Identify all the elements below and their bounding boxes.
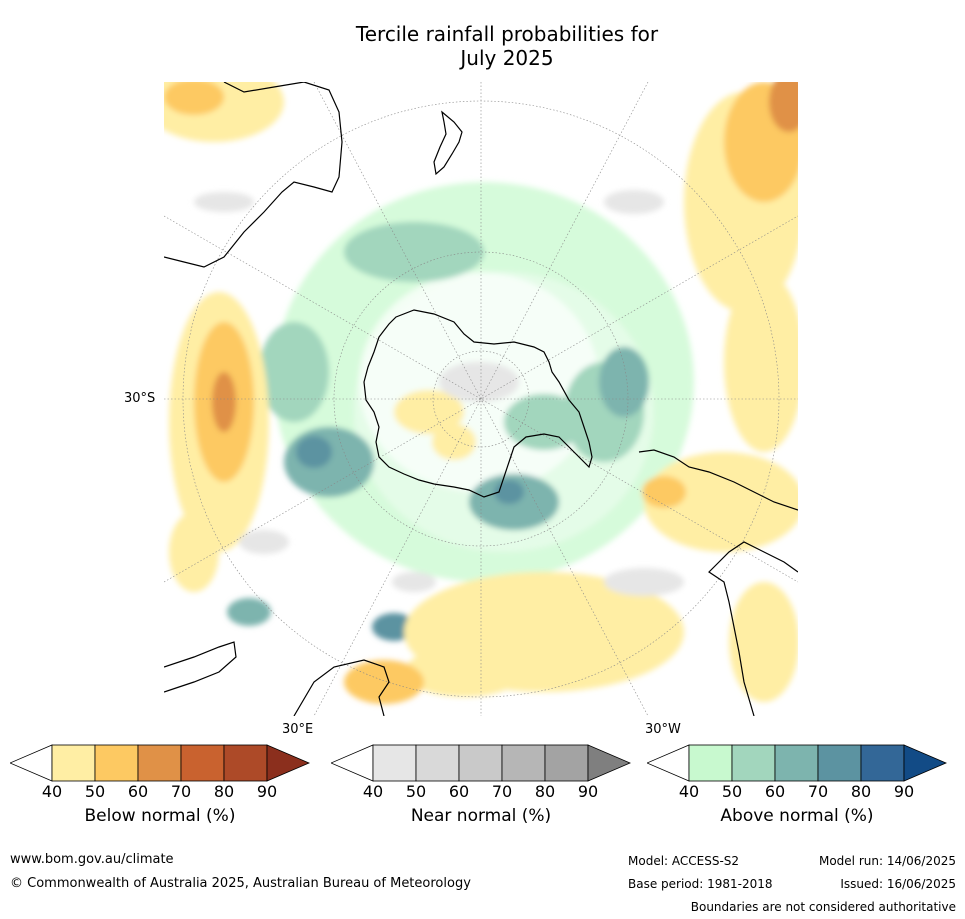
above-cb-right-extend [903, 744, 947, 782]
near-cb-cell [458, 744, 503, 782]
lon-label-30w: 30°W [645, 722, 681, 737]
near-cb-cell [501, 744, 546, 782]
above-cb-cell [688, 744, 733, 782]
above-tick-label: 60 [764, 782, 786, 801]
probability-field [164, 82, 798, 704]
below-tick-label: 50 [84, 782, 106, 801]
below-cb-right-extend [266, 744, 310, 782]
below-cb-cell [180, 744, 225, 782]
lat-label-30s: 30°S [124, 391, 156, 406]
lon-label-30e: 30°E [282, 722, 314, 737]
colorbar-above-svg [647, 744, 947, 782]
colorbar-above-normal [647, 744, 947, 782]
colorbar-above-title: Above normal (%) [720, 806, 874, 826]
coastlines [164, 82, 798, 716]
colorbar-below-normal [10, 744, 310, 782]
footer-website: www.bom.gov.au/climate [10, 852, 174, 867]
near-cb-cell [415, 744, 460, 782]
below-cb-cell [223, 744, 268, 782]
below-tick-label: 80 [213, 782, 235, 801]
footer-model: Model: ACCESS-S2 [628, 854, 740, 868]
colorbar-below-svg [10, 744, 310, 782]
near-tick-label: 40 [362, 782, 384, 801]
footer-base-period: Base period: 1981-2018 [628, 877, 773, 891]
map-title-line2: July 2025 [460, 46, 554, 70]
near-cb-left-extend [331, 744, 374, 782]
antarctica-coast [363, 309, 593, 498]
near-cb-cell [544, 744, 589, 782]
near-cb-right-extend [587, 744, 631, 782]
above-cb-cell [860, 744, 905, 782]
new-zealand-coast [433, 110, 463, 176]
near-tick-label: 60 [448, 782, 470, 801]
footer-copyright: © Commonwealth of Australia 2025, Austra… [10, 876, 471, 891]
near-tick-label: 50 [405, 782, 427, 801]
near-tick-label: 80 [534, 782, 556, 801]
colorbar-near-normal [331, 744, 631, 782]
near-cb-cell [372, 744, 417, 782]
near-tick-label: 70 [491, 782, 513, 801]
near-tick-label: 90 [577, 782, 599, 801]
below-cb-cell [51, 744, 96, 782]
below-cb-left-extend [10, 744, 53, 782]
above-cb-cell [774, 744, 819, 782]
below-tick-label: 70 [170, 782, 192, 801]
below-tick-label: 90 [256, 782, 278, 801]
above-tick-label: 50 [721, 782, 743, 801]
colorbar-below-title: Below normal (%) [84, 806, 236, 826]
south-america-coast [638, 449, 798, 716]
australia-coast [164, 82, 343, 268]
below-tick-label: 40 [41, 782, 63, 801]
map-title-line1: Tercile rainfall probabilities for [355, 22, 659, 46]
tercile-map [164, 82, 798, 716]
above-tick-label: 70 [807, 782, 829, 801]
above-cb-cell [817, 744, 862, 782]
colorbar-near-svg [331, 744, 631, 782]
above-tick-label: 80 [850, 782, 872, 801]
above-tick-label: 90 [893, 782, 915, 801]
graticule [164, 82, 798, 716]
footer-model-run: Model run: 14/06/2025 [818, 854, 956, 868]
africa-coast [164, 641, 390, 716]
footer-issued: Issued: 16/06/2025 [840, 877, 956, 891]
footer-disclaimer: Boundaries are not considered authoritat… [690, 900, 956, 914]
below-tick-label: 60 [127, 782, 149, 801]
below-cb-cell [137, 744, 182, 782]
above-cb-left-extend [647, 744, 690, 782]
colorbar-near-title: Near normal (%) [410, 806, 552, 826]
above-tick-label: 40 [678, 782, 700, 801]
below-cb-cell [94, 744, 139, 782]
above-cb-cell [731, 744, 776, 782]
